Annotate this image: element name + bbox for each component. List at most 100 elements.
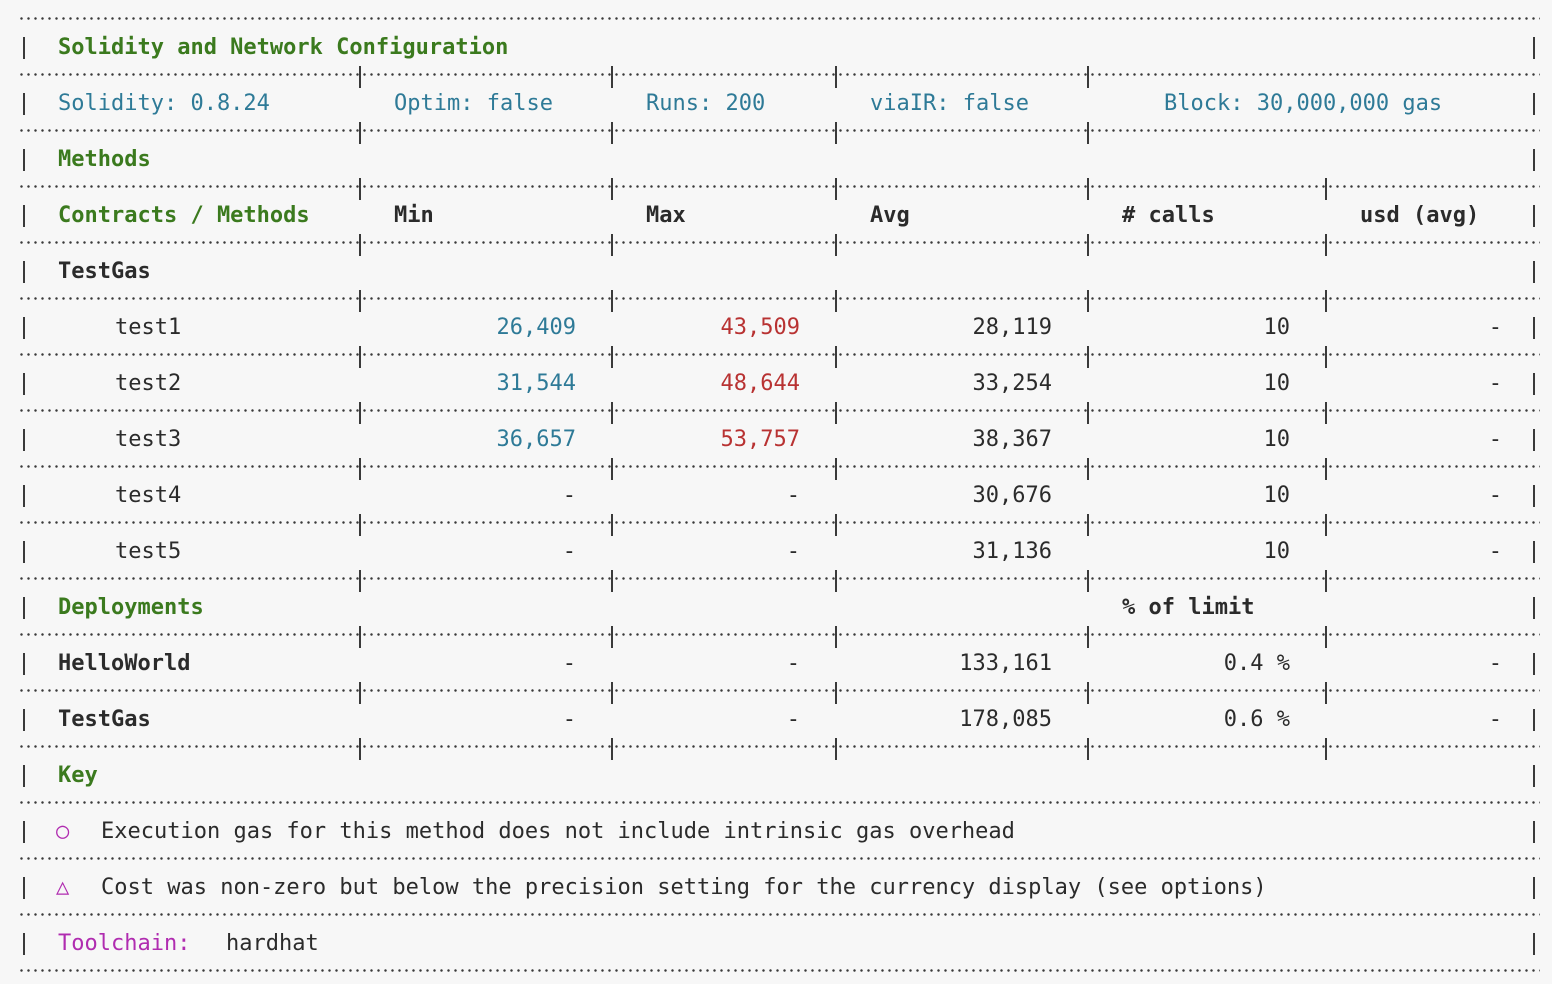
junction <box>1087 458 1089 480</box>
triangle-icon: △ <box>56 875 70 900</box>
border-right <box>1533 317 1535 339</box>
junction <box>835 346 837 368</box>
border-right <box>1533 261 1535 283</box>
junction <box>1087 738 1089 760</box>
method-usd: - <box>1488 539 1502 564</box>
junction <box>359 570 361 592</box>
junction <box>359 178 361 200</box>
junction <box>611 402 613 424</box>
border-left <box>23 541 25 563</box>
method-max-gas: - <box>786 483 800 508</box>
border-left <box>23 37 25 59</box>
method-max-gas: 43,509 <box>720 315 800 340</box>
key-title: Key <box>58 763 98 788</box>
header-avg: Avg <box>870 203 910 228</box>
method-max-gas: - <box>786 539 800 564</box>
method-calls: 10 <box>1263 483 1291 508</box>
border-right <box>1533 93 1535 115</box>
junction <box>359 682 361 704</box>
border-right <box>1533 37 1535 59</box>
junction <box>1087 626 1089 648</box>
border-right <box>1533 541 1535 563</box>
method-name: test5 <box>115 539 182 564</box>
method-min-gas: - <box>562 539 576 564</box>
border-left <box>23 317 25 339</box>
junction <box>1325 626 1327 648</box>
border-left <box>23 877 25 899</box>
junction <box>1087 682 1089 704</box>
method-calls: 10 <box>1263 539 1291 564</box>
border-right <box>1533 429 1535 451</box>
junction <box>611 514 613 536</box>
method-avg-gas: 33,254 <box>972 371 1052 396</box>
border-left <box>23 205 25 227</box>
junction <box>835 234 837 256</box>
deployment-usd: - <box>1488 651 1502 676</box>
separator <box>18 633 1540 636</box>
separator <box>18 73 1540 76</box>
header-contracts-methods: Contracts / Methods <box>58 203 310 228</box>
border-right <box>1533 149 1535 171</box>
method-usd: - <box>1488 371 1502 396</box>
separator <box>18 577 1540 580</box>
separator <box>18 297 1540 300</box>
method-max-gas: 53,757 <box>720 427 800 452</box>
border-left <box>23 149 25 171</box>
junction <box>359 738 361 760</box>
junction <box>1087 178 1089 200</box>
methods-title: Methods <box>58 147 151 172</box>
junction <box>359 626 361 648</box>
junction <box>611 346 613 368</box>
junction <box>611 458 613 480</box>
method-calls: 10 <box>1263 315 1291 340</box>
border-right <box>1533 373 1535 395</box>
separator <box>18 465 1540 468</box>
junction <box>835 402 837 424</box>
deployment-avg-gas: 133,161 <box>959 651 1052 676</box>
method-name: test4 <box>115 483 182 508</box>
junction <box>835 458 837 480</box>
header-min: Min <box>394 203 434 228</box>
method-max-gas: 48,644 <box>720 371 800 396</box>
circle-icon: ○ <box>56 819 70 844</box>
separator <box>18 745 1540 748</box>
deployment-min-gas: - <box>562 651 576 676</box>
junction <box>611 234 613 256</box>
junction <box>1087 514 1089 536</box>
header-calls: # calls <box>1122 203 1215 228</box>
method-usd: - <box>1488 483 1502 508</box>
separator <box>18 913 1540 916</box>
junction <box>359 346 361 368</box>
method-usd: - <box>1488 427 1502 452</box>
junction <box>611 178 613 200</box>
junction <box>1087 570 1089 592</box>
junction <box>359 402 361 424</box>
junction <box>835 682 837 704</box>
deployment-avg-gas: 178,085 <box>959 707 1052 732</box>
junction <box>611 290 613 312</box>
junction <box>359 290 361 312</box>
key-item-text: Cost was non-zero but below the precisio… <box>101 875 1267 900</box>
config-title: Solidity and Network Configuration <box>58 35 509 60</box>
deployment-max-gas: - <box>786 651 800 676</box>
method-min-gas: 26,409 <box>496 315 576 340</box>
junction <box>611 66 613 88</box>
junction <box>611 738 613 760</box>
border-left <box>23 485 25 507</box>
border-left <box>23 933 25 955</box>
junction <box>359 234 361 256</box>
deployment-max-gas: - <box>786 707 800 732</box>
junction <box>835 178 837 200</box>
separator <box>18 969 1540 972</box>
junction <box>1325 514 1327 536</box>
separator <box>18 409 1540 412</box>
junction <box>835 66 837 88</box>
border-right <box>1533 653 1535 675</box>
key-item-text: Execution gas for this method does not i… <box>101 819 1015 844</box>
deployment-min-gas: - <box>562 707 576 732</box>
method-avg-gas: 38,367 <box>972 427 1052 452</box>
junction <box>1325 738 1327 760</box>
junction <box>359 458 361 480</box>
solidity-version: Solidity: 0.8.24 <box>58 91 270 116</box>
border-left <box>23 653 25 675</box>
